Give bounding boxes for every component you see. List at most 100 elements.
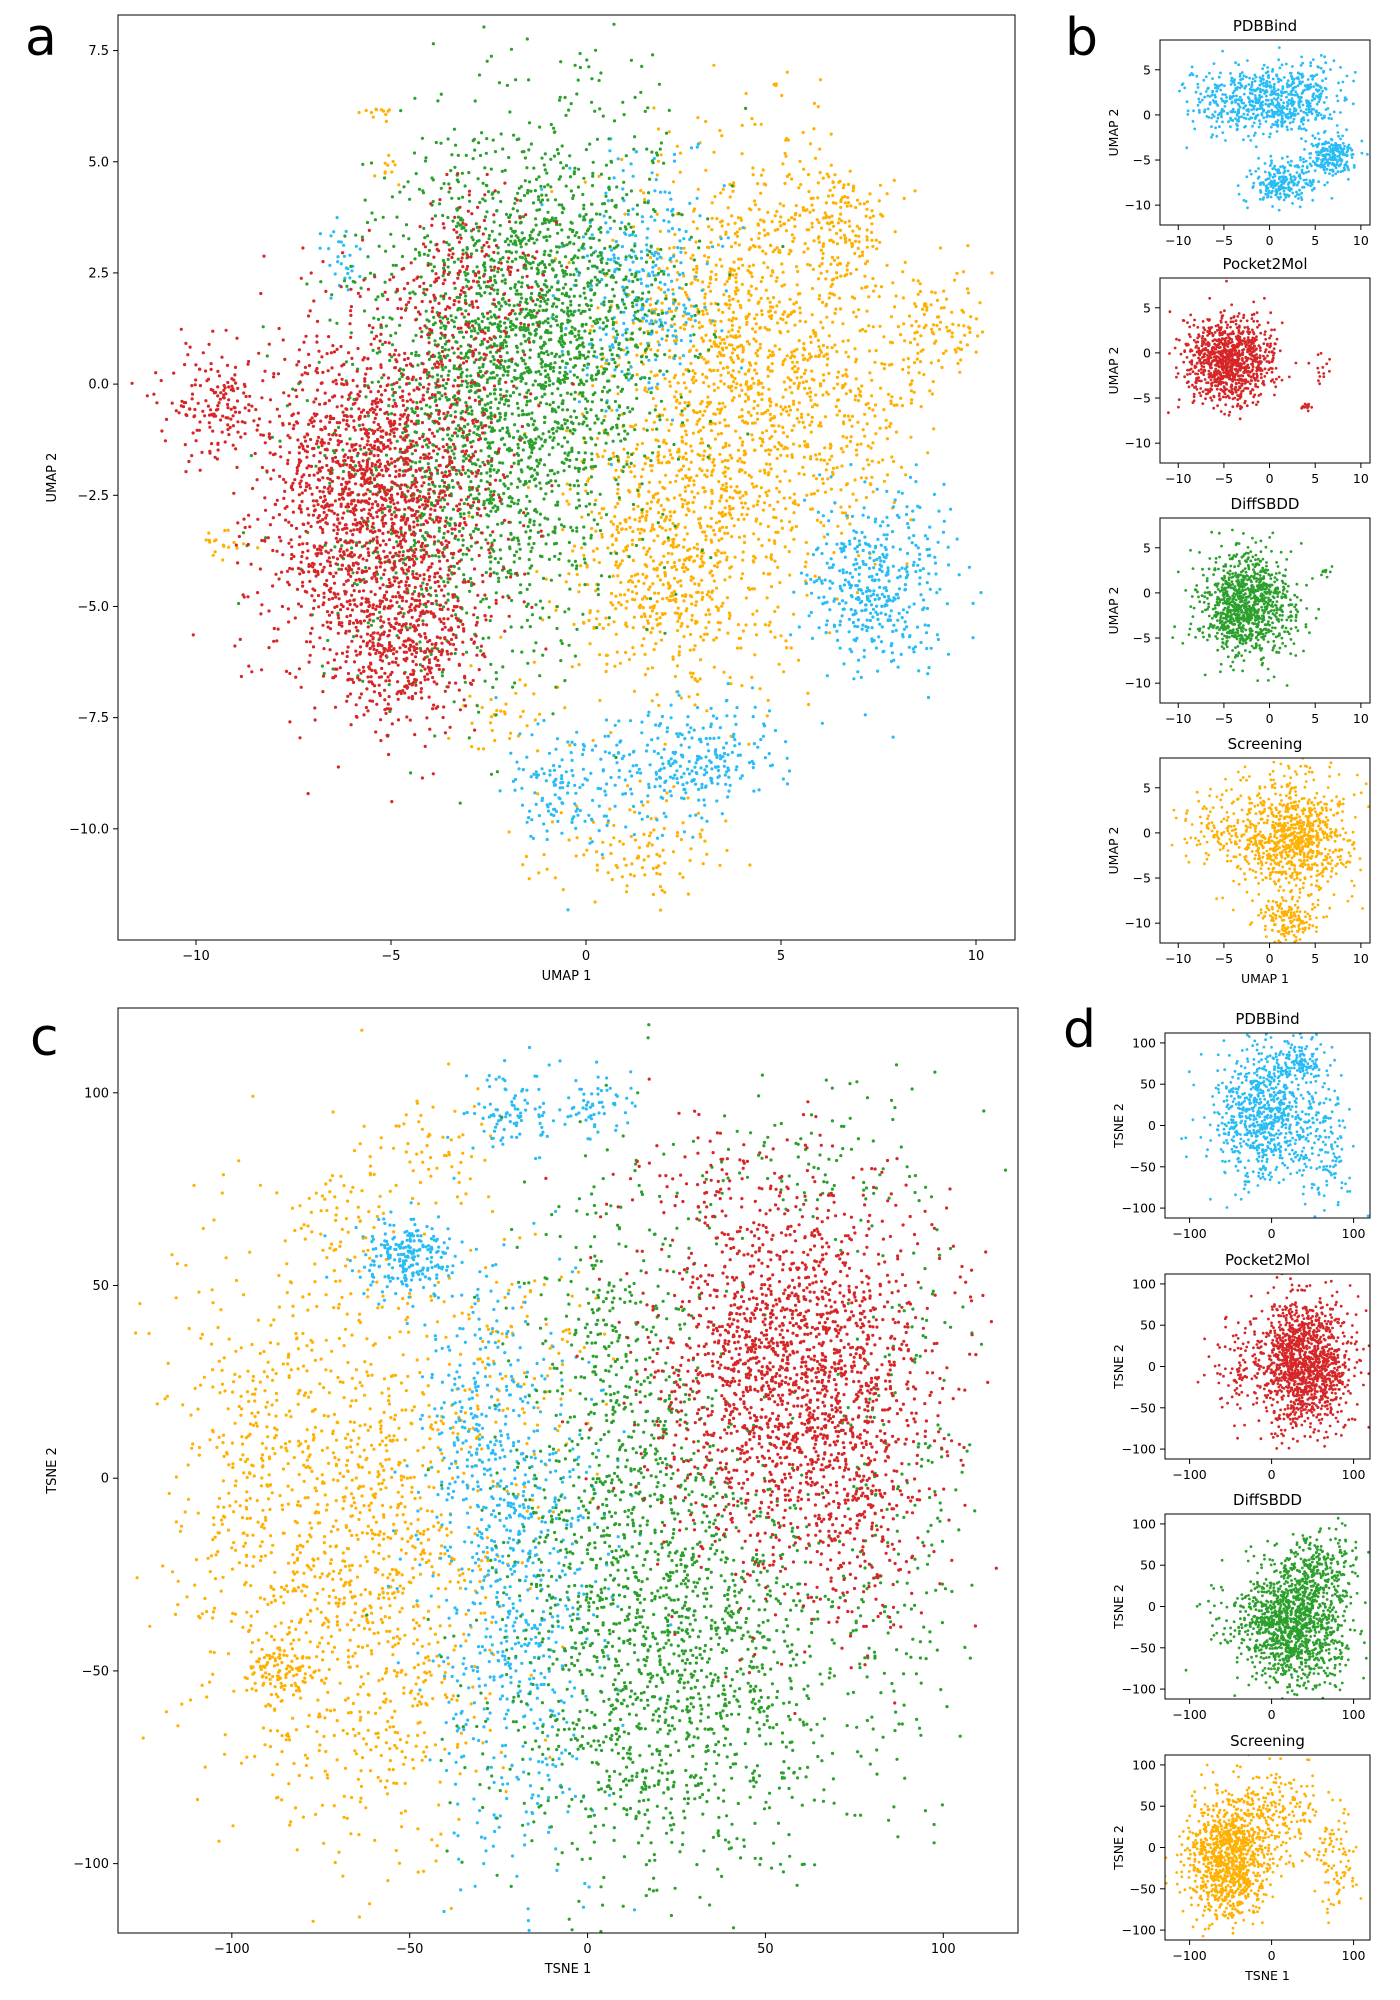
- point-pdbbind-a: [639, 281, 644, 285]
- point-screening-a: [720, 525, 725, 529]
- point-pdbbind-a: [651, 270, 655, 274]
- point-diffsbdd-a: [607, 405, 611, 409]
- point-diffsbdd-a: [398, 190, 402, 194]
- point-pdbbind-a: [683, 737, 687, 741]
- point-screening-a: [742, 540, 747, 545]
- point-screening-a: [730, 535, 734, 539]
- point-screening-a: [867, 406, 871, 410]
- point-diffsbdd-a: [601, 327, 606, 331]
- point-pdbbind-a: [589, 817, 594, 821]
- point-pdbbind-a: [548, 769, 552, 773]
- point-diffsbdd-a: [553, 198, 558, 202]
- point-screening-a: [877, 460, 881, 464]
- point-screening-a: [695, 474, 699, 478]
- point-screening-a: [729, 682, 733, 686]
- point-screening-a: [764, 183, 768, 187]
- point-pdbbind-a: [622, 310, 626, 314]
- point-screening-a: [671, 288, 675, 292]
- point-pdbbind-a: [720, 812, 724, 816]
- point-pdbbind-a: [887, 597, 891, 601]
- point-screening-a: [754, 361, 758, 366]
- point-pdbbind-a: [925, 606, 930, 611]
- point-diffsbdd-a: [410, 407, 414, 411]
- point-screening-a: [803, 425, 807, 429]
- point-screening-a: [692, 344, 696, 348]
- point-screening-a: [601, 840, 605, 844]
- point-diffsbdd-a: [605, 261, 609, 265]
- point-screening-a: [703, 839, 707, 843]
- point-screening-a: [591, 820, 596, 824]
- point-diffsbdd-a: [525, 494, 529, 498]
- point-screening-a: [843, 195, 847, 199]
- point-screening-a: [695, 542, 699, 546]
- point-pdbbind-a: [644, 319, 649, 323]
- point-screening-a: [808, 263, 812, 267]
- point-screening-a: [634, 423, 638, 427]
- point-screening-a: [624, 606, 628, 610]
- point-screening-a: [857, 227, 862, 231]
- point-screening-a: [690, 378, 694, 382]
- point-diffsbdd-a: [651, 260, 655, 264]
- point-pdbbind-a: [696, 142, 700, 146]
- point-screening-a: [749, 293, 753, 297]
- point-diffsbdd-a: [602, 303, 606, 307]
- point-diffsbdd-a: [614, 280, 618, 284]
- point-diffsbdd-a: [540, 444, 544, 448]
- point-screening-a: [863, 434, 867, 438]
- point-screening-a: [724, 482, 728, 486]
- point-diffsbdd-a: [556, 297, 560, 301]
- point-screening-a: [588, 642, 592, 646]
- point-screening-a: [675, 545, 679, 549]
- point-screening-a: [777, 490, 782, 494]
- point-screening-a: [700, 578, 704, 582]
- point-screening-a: [750, 376, 755, 381]
- point-screening-a: [653, 374, 657, 378]
- point-screening-a: [521, 863, 525, 867]
- point-pdbbind-a: [851, 613, 855, 617]
- point-screening-a: [637, 846, 642, 850]
- point-diffsbdd-a: [469, 493, 473, 497]
- point-screening-a: [761, 385, 765, 390]
- point-screening-a: [793, 213, 798, 217]
- point-pdbbind-a: [676, 781, 680, 785]
- point-pdbbind-a: [797, 625, 801, 629]
- point-diffsbdd-a: [670, 317, 674, 321]
- point-pdbbind-a: [670, 209, 674, 213]
- point-screening-a: [741, 358, 745, 362]
- point-diffsbdd-a: [582, 207, 586, 211]
- point-screening-a: [824, 353, 828, 357]
- point-diffsbdd-a: [627, 222, 631, 226]
- point-pdbbind-a: [536, 722, 540, 726]
- point-screening-a: [694, 619, 698, 623]
- point-pdbbind-a: [566, 908, 570, 912]
- point-screening-a: [853, 347, 857, 351]
- point-screening-a: [870, 475, 874, 479]
- point-screening-a: [687, 349, 692, 354]
- point-screening-a: [915, 330, 919, 334]
- point-pdbbind-a: [599, 338, 603, 342]
- point-screening-a: [843, 274, 847, 278]
- point-diffsbdd-a: [569, 525, 573, 530]
- point-diffsbdd-a: [522, 193, 527, 198]
- point-diffsbdd-a: [457, 295, 462, 300]
- point-diffsbdd-a: [569, 189, 574, 193]
- point-screening-a: [641, 606, 645, 610]
- point-diffsbdd-a: [430, 269, 434, 273]
- point-screening-a: [779, 412, 783, 416]
- point-screening-a: [926, 451, 930, 455]
- point-screening-a: [687, 317, 691, 321]
- point-screening-a: [743, 501, 748, 505]
- point-pdbbind-a: [654, 178, 658, 182]
- point-pdbbind-a: [704, 736, 708, 741]
- point-pdbbind-a: [663, 190, 667, 194]
- point-screening-a: [704, 538, 708, 542]
- point-screening-a: [791, 239, 795, 244]
- point-screening-a: [789, 249, 793, 253]
- point-diffsbdd-a: [429, 284, 433, 288]
- point-diffsbdd-a: [659, 141, 664, 145]
- point-pdbbind-a: [671, 750, 675, 755]
- point-screening-a: [591, 384, 595, 388]
- point-pdbbind-a: [632, 749, 636, 753]
- point-diffsbdd-a: [633, 310, 637, 314]
- point-diffsbdd-a: [536, 284, 540, 288]
